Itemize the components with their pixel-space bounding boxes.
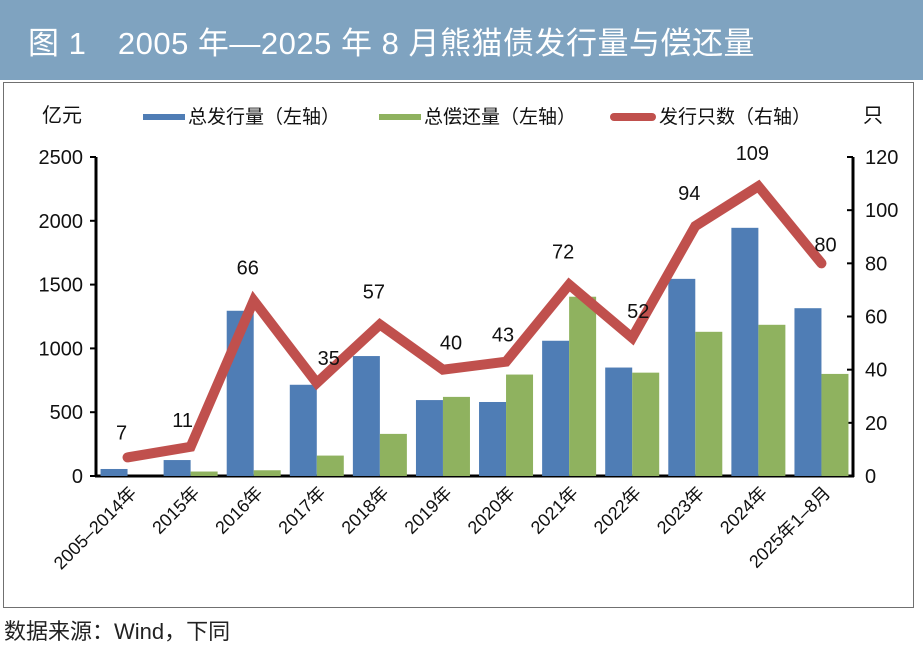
- legend-item-issuance: 总发行量（左轴）: [143, 106, 340, 128]
- bar-repayment: [317, 456, 344, 476]
- left-tick-label: 2000: [39, 211, 84, 233]
- left-tick-label: 1000: [39, 338, 84, 360]
- right-tick-label: 0: [865, 466, 876, 488]
- x-tick-label: 2005–2014年: [50, 483, 141, 574]
- source-note: 数据来源：Wind，下同: [4, 614, 230, 646]
- count-data-label: 11: [172, 410, 193, 432]
- bar-issuance: [731, 228, 758, 476]
- count-data-label: 43: [492, 325, 514, 347]
- bar-issuance: [353, 356, 380, 476]
- bar-issuance: [605, 368, 632, 476]
- bar-repayment: [821, 374, 848, 476]
- count-data-label: 40: [440, 333, 462, 355]
- x-tick-label: 2023年: [653, 483, 708, 538]
- bar-issuance: [101, 469, 128, 476]
- bar-issuance: [794, 308, 821, 476]
- count-data-label: 72: [552, 242, 574, 264]
- right-tick-label: 20: [865, 413, 887, 435]
- count-data-label: 57: [363, 281, 385, 303]
- x-tick-label: 2020年: [464, 483, 519, 538]
- count-data-label: 94: [678, 183, 700, 205]
- bar-issuance: [479, 402, 506, 476]
- legend-swatch-repayment: [379, 114, 421, 120]
- bar-repayment: [632, 373, 659, 476]
- legend-label-repayment: 总偿还量（左轴）: [424, 106, 576, 128]
- right-tick-label: 60: [865, 307, 887, 329]
- bar-issuance: [290, 385, 317, 476]
- bar-repayment: [254, 470, 281, 476]
- x-tick-label: 2018年: [338, 483, 393, 538]
- bar-issuance: [416, 400, 443, 476]
- count-data-label: 35: [318, 348, 340, 370]
- bar-repayment: [695, 332, 722, 476]
- legend-label-issuance: 总发行量（左轴）: [188, 106, 340, 128]
- legend-label-count: 发行只数（右轴）: [659, 106, 811, 128]
- legend-swatch-issuance: [143, 114, 185, 120]
- right-tick-label: 120: [865, 147, 898, 169]
- left-tick-label: 1500: [39, 275, 84, 297]
- left-tick-label: 2500: [39, 147, 84, 169]
- legend-item-repayment: 总偿还量（左轴）: [379, 106, 576, 128]
- right-tick-label: 100: [865, 200, 898, 222]
- right-axis-unit: 只: [863, 105, 883, 127]
- count-data-label: 66: [237, 258, 259, 280]
- left-axis-unit: 亿元: [42, 104, 82, 127]
- bar-repayment: [569, 297, 596, 476]
- count-data-label: 52: [627, 301, 649, 323]
- bar-repayment: [380, 434, 407, 476]
- bar-repayment: [758, 325, 785, 476]
- bar-repayment: [443, 397, 470, 476]
- data-labels: 7 11 66 35 57 40 43 72 52 94 109 80: [116, 143, 837, 444]
- bars: [101, 228, 849, 476]
- x-tick-label: 2019年: [401, 483, 456, 538]
- right-tick-label: 40: [865, 360, 887, 382]
- x-tick-label: 2022年: [590, 483, 645, 538]
- x-tick-label: 2021年: [527, 483, 582, 538]
- count-data-label: 7: [116, 422, 127, 444]
- x-tick-label: 2015年: [148, 483, 203, 538]
- x-tick-label: 2016年: [211, 483, 266, 538]
- left-tick-label: 500: [50, 402, 83, 424]
- bar-repayment: [506, 375, 533, 476]
- x-tick-label: 2017年: [274, 483, 329, 538]
- left-tick-label: 0: [72, 466, 83, 488]
- bar-issuance: [542, 341, 569, 476]
- count-data-label: 109: [736, 143, 769, 165]
- x-tick-label: 2024年: [716, 483, 771, 538]
- right-tick-label: 80: [865, 253, 887, 275]
- count-data-label: 80: [814, 234, 836, 256]
- bar-issuance: [668, 279, 695, 476]
- legend-swatch-count-line: [610, 113, 656, 121]
- bar-issuance: [164, 460, 191, 476]
- legend: 总发行量（左轴） 总偿还量（左轴） 发行只数（右轴）: [0, 0, 811, 128]
- legend-item-count: 发行只数（右轴）: [0, 0, 811, 128]
- bar-repayment: [191, 472, 218, 476]
